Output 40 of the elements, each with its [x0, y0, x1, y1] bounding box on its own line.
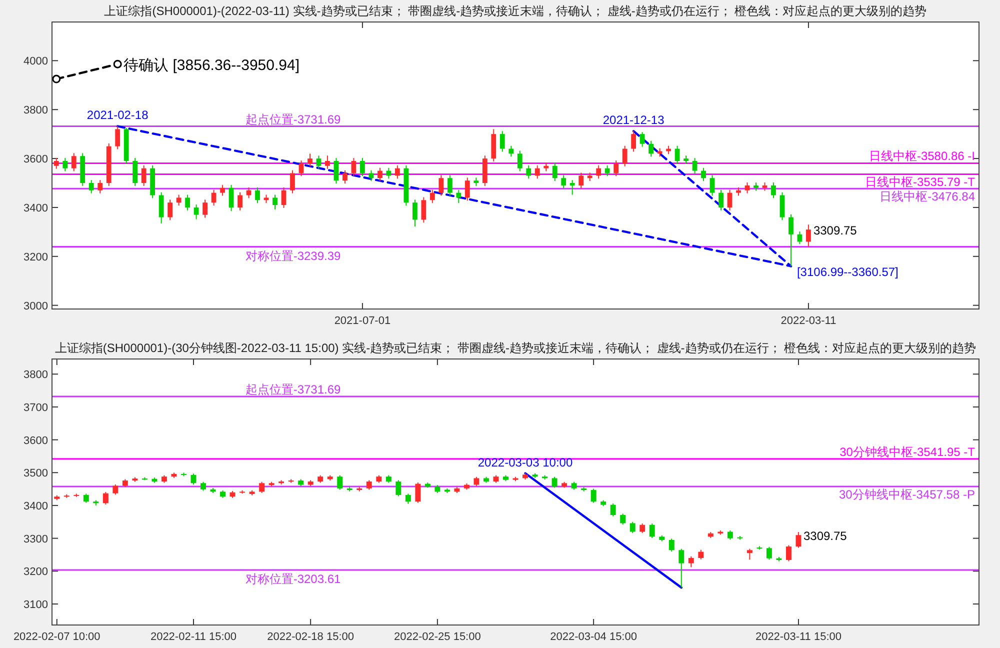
- y-tick-label: 4000: [24, 56, 48, 68]
- y-tick-label: 3400: [24, 500, 48, 512]
- y-tick-label: 3300: [24, 533, 48, 546]
- ref-line-label: 对称位置-3203.61: [245, 572, 342, 586]
- x-tick-label: 2022-02-07 10:00: [13, 631, 100, 643]
- annotation: 待确认 [3856.36--3950.94]: [124, 57, 300, 74]
- y-tick-label: 3200: [24, 251, 48, 264]
- ref-line-label: 30分钟线中枢-3457.58 -P: [838, 488, 975, 502]
- ref-line-label: 日线中枢-3535.79 -T: [864, 175, 976, 190]
- annotation: [3106.99--3360.57]: [796, 265, 898, 280]
- chart-title: 上证综指(SH000001)-(2022-03-11) 实线-趋势或已结束； 带圈虚线-趋势或接近末端，待确认； 虚线-趋势或仍在运行； 橙色线：对应起点的更大级别的趋势: [104, 4, 927, 18]
- ref-line-label: 起点位置-3731.69: [245, 112, 342, 126]
- y-tick-label: 3800: [24, 104, 48, 117]
- y-tick-label: 3600: [24, 434, 48, 447]
- x-tick-label: 2021-07-01: [334, 315, 391, 327]
- y-tick-label: 3200: [24, 566, 48, 578]
- annotation: 3309.75: [803, 529, 848, 544]
- y-tick-label: 3100: [24, 598, 48, 611]
- x-tick-label: 2022-03-04 15:00: [550, 631, 637, 643]
- chart-title: 上证综指(SH000001)-(30分钟线图-2022-03-11 15:00) 实线-趋势或已结束； 带圈虚线-趋势或接近末端，待确认； 虚线-趋势或仍在运行； 橙色线：对应起点的更大级别的趋势: [54, 341, 976, 355]
- y-tick-label: 3000: [24, 300, 48, 312]
- annotation: 2021-02-18: [86, 108, 149, 122]
- y-tick-label: 3700: [24, 402, 48, 414]
- annotation: 2021-12-13: [602, 113, 665, 128]
- annotation: 3309.75: [813, 224, 858, 238]
- ref-line-label: 日线中枢-3580.86 -I: [868, 149, 975, 164]
- ref-line-label: 日线中枢-3476.84: [880, 190, 976, 204]
- x-tick-label: 2022-03-11: [780, 315, 836, 327]
- y-tick-label: 3500: [24, 468, 48, 480]
- y-tick-label: 3600: [24, 154, 48, 166]
- y-tick-label: 3400: [24, 202, 48, 214]
- x-tick-label: 2022-02-11 15:00: [150, 631, 237, 643]
- x-tick-label: 2022-02-25 15:00: [394, 631, 481, 643]
- ref-line-label: 起点位置-3731.69: [245, 382, 342, 397]
- x-tick-label: 2022-03-11 15:00: [755, 631, 842, 643]
- annotation: 2022-03-03 10:00: [478, 455, 573, 470]
- x-tick-label: 2022-02-18 15:00: [267, 631, 354, 643]
- ref-line-label: 30分钟线中枢-3541.95 -T: [840, 444, 976, 459]
- y-tick-label: 3800: [24, 369, 48, 382]
- ref-line-label: 对称位置-3239.39: [245, 248, 342, 263]
